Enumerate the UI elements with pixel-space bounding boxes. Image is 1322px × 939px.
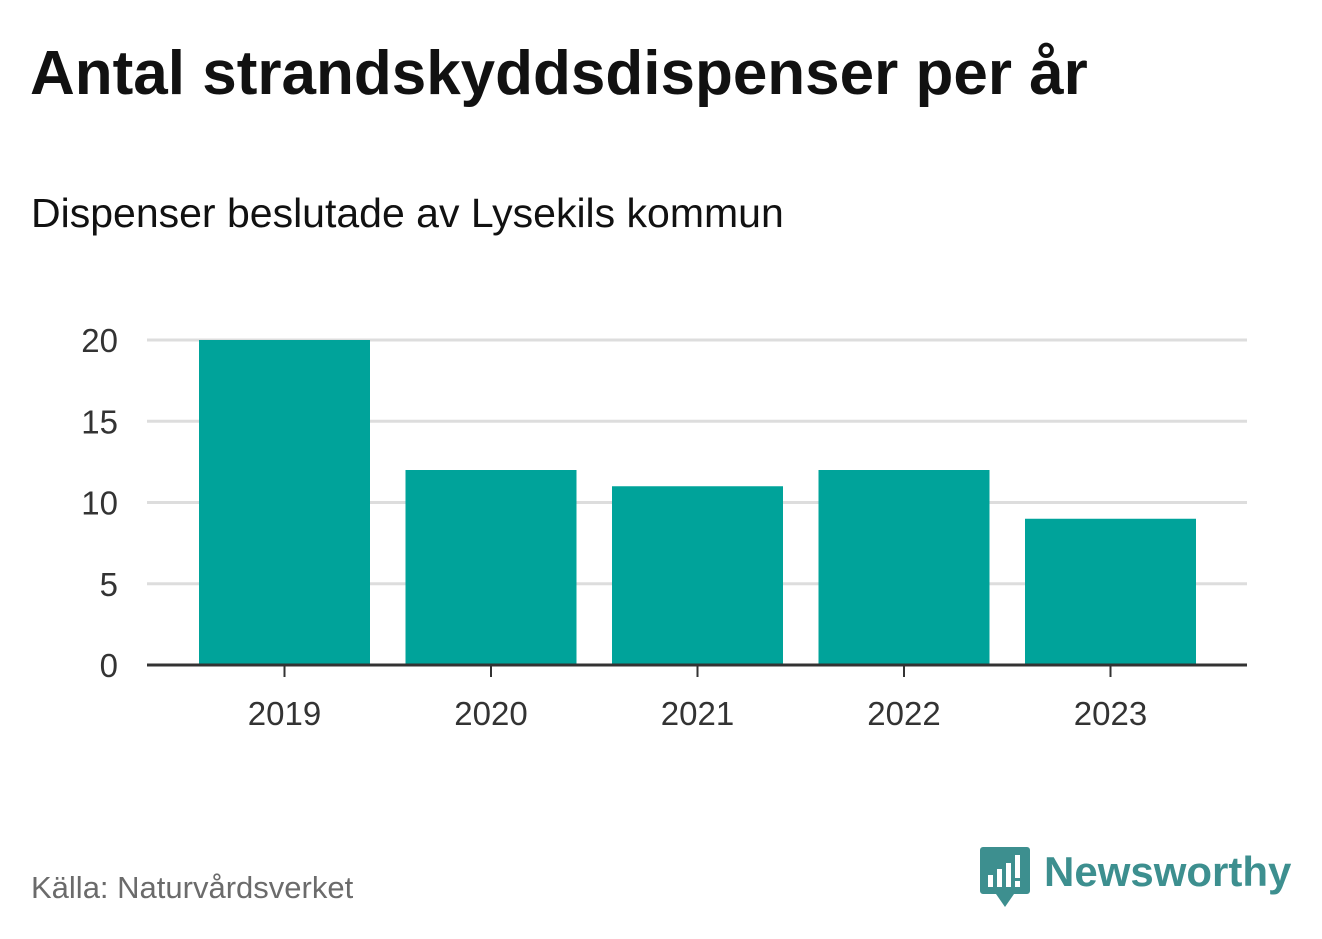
newsworthy-logo: Newsworthy: [980, 846, 1291, 910]
logo-text: Newsworthy: [1044, 848, 1292, 895]
y-tick-label-15: 15: [81, 403, 118, 440]
x-tick-label-2021: 2021: [661, 695, 734, 732]
y-tick-label-10: 10: [81, 485, 118, 522]
y-tick-label-20: 20: [81, 322, 118, 359]
x-tick-label-2019: 2019: [248, 695, 321, 732]
x-tick-label-2023: 2023: [1074, 695, 1147, 732]
bar-2021: [612, 486, 783, 665]
y-tick-label-5: 5: [100, 566, 118, 603]
source-note: Källa: Naturvårdsverket: [31, 870, 354, 905]
bar-2023: [1025, 518, 1196, 665]
x-tick-label-2020: 2020: [454, 695, 527, 732]
newsworthy-bar-icon: [980, 847, 1030, 907]
bar-2020: [405, 470, 577, 665]
bar-2019: [199, 340, 370, 665]
x-tick-label-2022: 2022: [867, 695, 940, 732]
y-tick-label-0: 0: [100, 647, 118, 684]
chart-subtitle: Dispenser beslutade av Lysekils kommun: [31, 190, 784, 236]
chart-title: Antal strandskyddsdispenser per år: [30, 39, 1088, 108]
bar-2022: [818, 470, 990, 665]
